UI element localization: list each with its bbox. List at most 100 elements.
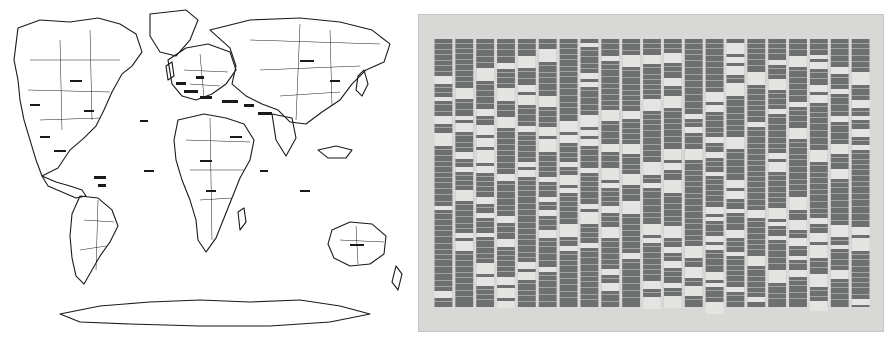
gel-band-line [538, 166, 557, 167]
gel-band-line [747, 116, 766, 117]
gel-band-line [559, 114, 578, 115]
gel-gap [434, 291, 453, 298]
gel-gap [851, 238, 870, 251]
gel-band-line [580, 56, 599, 57]
gel-band-line [768, 117, 787, 118]
gel-gap [705, 207, 724, 214]
gel-gap [538, 210, 557, 216]
gel-gap [455, 233, 474, 238]
gel-band-line [747, 292, 766, 293]
gel-band-line [455, 210, 474, 211]
gel-gap [705, 105, 724, 112]
gel-band-line [476, 247, 495, 248]
gel-gap [768, 60, 787, 65]
gel-band-line [747, 165, 766, 166]
gel-band-line [789, 285, 807, 286]
gel-band-line [747, 171, 766, 172]
gel-band-line [434, 111, 453, 112]
gel-gap [809, 95, 828, 103]
gel-gap [726, 137, 745, 149]
gel-band-line [434, 127, 453, 128]
gel-gap [476, 150, 495, 163]
gel-gap [830, 225, 849, 237]
gel-band-line [851, 67, 870, 68]
gel-band-line [705, 48, 724, 49]
gel-band-line [789, 292, 807, 293]
gel-band-line [559, 260, 578, 261]
gel-band-line [684, 235, 703, 236]
gel-band-line [789, 49, 807, 50]
dna-gel-lanes [434, 39, 870, 314]
gel-gap [663, 283, 682, 288]
gel-band-line [747, 88, 766, 89]
gel-lane [622, 39, 641, 307]
gel-gap [809, 55, 828, 59]
gel-band-line [663, 71, 682, 72]
gel-lane [538, 39, 557, 307]
gel-band-line [726, 265, 745, 266]
gel-gap [726, 252, 745, 256]
gel-band-line [538, 205, 557, 206]
gel-band-line [726, 166, 745, 167]
gel-band-line [497, 271, 515, 272]
gel-band-line [851, 186, 870, 187]
gel-band-line [476, 176, 495, 177]
gel-gap [497, 277, 515, 285]
gel-band-line [434, 54, 453, 55]
gel-band-line [601, 264, 620, 265]
gel-gap [517, 170, 536, 177]
gel-band-line [559, 297, 578, 298]
gel-band-line [830, 84, 849, 85]
gel-band-line [559, 291, 578, 292]
gel-gap [622, 253, 641, 259]
gel-band-line [517, 121, 536, 122]
gel-band-line [643, 79, 661, 80]
gel-band-line [684, 163, 703, 164]
gel-band-line [726, 301, 745, 302]
gel-band-line [434, 280, 453, 281]
gel-gap [789, 270, 807, 277]
gel-band-line [538, 43, 557, 44]
gel-band-line [830, 48, 849, 49]
gel-band-line [705, 127, 724, 128]
gel-band-line [497, 150, 515, 151]
gel-band-line [789, 213, 807, 214]
gel-band-line [851, 164, 870, 165]
gel-band-line [622, 50, 641, 51]
gel-gap [497, 288, 515, 298]
gel-band-line [517, 209, 536, 210]
gel-gap [851, 100, 870, 108]
gel-gap [559, 135, 578, 143]
gel-band-line [684, 186, 703, 187]
gel-band-line [601, 201, 620, 202]
gel-band-line [809, 208, 828, 209]
gel-gap [455, 88, 474, 99]
gel-band-line [517, 145, 536, 146]
gel-band-line [768, 137, 787, 138]
gel-band-line [789, 159, 807, 160]
gel-gap [830, 89, 849, 94]
gel-band-line [497, 104, 515, 105]
gel-band-line [538, 110, 557, 111]
gel-gap [455, 116, 474, 120]
gel-band-line [580, 281, 599, 282]
gel-band-line [497, 49, 515, 50]
gel-band-line [601, 83, 620, 84]
gel-gap [497, 117, 515, 128]
gel-band-line [643, 258, 661, 259]
gel-band-line [434, 43, 453, 44]
gel-band-line [434, 266, 453, 267]
gel-gap [851, 129, 870, 137]
gel-band-line [497, 205, 515, 206]
gel-gap [809, 233, 828, 242]
gel-gap [830, 270, 849, 279]
gel-band-line [455, 228, 474, 229]
gel-band-line [747, 221, 766, 222]
gel-gap [663, 96, 682, 108]
gel-band-line [517, 196, 536, 197]
gel-gap [476, 233, 495, 237]
gel-gap [809, 62, 828, 69]
gel-band-line [705, 61, 724, 62]
gel-band-line [455, 70, 474, 71]
gel-band-line [851, 220, 870, 221]
